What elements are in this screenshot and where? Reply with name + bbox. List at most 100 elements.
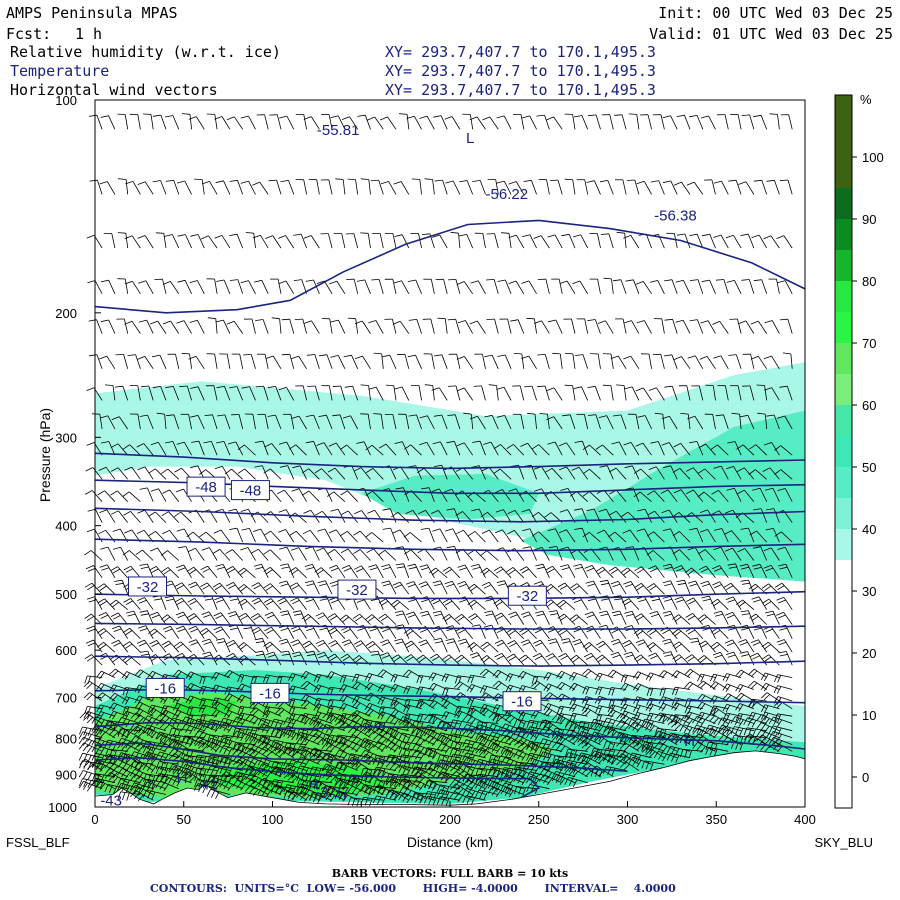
barb-feather: [86, 234, 95, 239]
barb-feather: [211, 709, 217, 717]
barb-feather: [137, 181, 146, 185]
barb-feather: [175, 488, 184, 493]
barb-feather: [174, 467, 182, 473]
wind-barb: [206, 278, 218, 294]
barb-staff: [139, 701, 154, 710]
barb-feather: [385, 384, 394, 386]
barb-feather: [163, 643, 172, 648]
wind-barb: [214, 116, 231, 130]
barb-feather: [214, 725, 221, 733]
barb-feather: [129, 782, 135, 791]
barb-staff: [249, 386, 256, 401]
barb-staff: [225, 771, 243, 784]
barb-feather: [78, 753, 83, 761]
barb-feather: [237, 598, 246, 604]
barb-feather: [199, 531, 207, 538]
barb-feather: [176, 766, 182, 775]
barb-feather: [117, 741, 123, 749]
barb-feather: [148, 628, 155, 635]
init-time: Init: 00 UTC Wed 03 Dec 25: [658, 4, 893, 22]
barb-feather: [111, 625, 120, 630]
barb-feather: [99, 719, 105, 727]
barb-feather: [216, 441, 225, 444]
barb-feather: [201, 705, 207, 714]
barb-staff: [104, 490, 116, 502]
wind-barb: [122, 444, 141, 456]
barb-staff: [117, 443, 129, 456]
barb-feather: [207, 734, 211, 743]
barb-staff: [202, 675, 218, 678]
barb-feather: [211, 697, 216, 706]
barb-staff: [122, 761, 141, 771]
wind-barb: [143, 727, 167, 739]
barb-staff: [111, 233, 116, 249]
barb-feather: [149, 566, 157, 571]
forecast-value: 1 h: [75, 25, 102, 43]
barb-staff: [226, 354, 231, 369]
barb-staff: [207, 565, 218, 579]
barb-staff: [117, 566, 128, 579]
barb-feather: [164, 628, 173, 633]
barb-feather: [185, 682, 192, 690]
barb-feather: [239, 586, 247, 592]
wind-barb: [129, 385, 141, 401]
barb-feather: [110, 490, 118, 496]
wind-barb: [150, 488, 167, 502]
barb-feather: [210, 739, 216, 747]
barb-staff: [85, 712, 103, 724]
barb-feather: [226, 116, 235, 121]
barb-staff: [107, 754, 128, 759]
barb-feather: [176, 643, 184, 649]
barb-staff: [109, 767, 128, 778]
wind-barb: [149, 611, 167, 625]
barb-staff: [197, 320, 205, 334]
wind-barb: [124, 280, 141, 295]
barb-feather: [152, 354, 160, 358]
barb-feather: [210, 743, 217, 751]
barb-feather: [123, 511, 131, 516]
wind-barb: [237, 468, 256, 480]
barb-feather: [121, 730, 127, 737]
wind-barb: [118, 178, 129, 195]
barb-feather: [137, 710, 144, 717]
barb-feather: [181, 771, 188, 778]
barb-feather: [193, 783, 199, 791]
wind-barb: [177, 279, 192, 294]
barb-feather: [206, 776, 212, 784]
barb-staff: [108, 784, 128, 790]
barb-feather: [223, 670, 230, 677]
barb-feather: [172, 768, 179, 775]
barb-feather: [227, 704, 233, 712]
barb-feather: [96, 704, 101, 713]
wind-barb: [152, 354, 167, 369]
barb-staff: [220, 529, 231, 543]
barb-feather: [229, 279, 238, 281]
barb-feather: [86, 387, 95, 391]
barb-staff: [155, 654, 167, 666]
wind-barb: [201, 547, 218, 561]
wind-barb: [200, 582, 218, 595]
barb-staff: [221, 235, 231, 249]
wind-barb: [201, 235, 218, 249]
barb-feather: [161, 567, 169, 573]
barb-staff: [147, 487, 154, 502]
barb-feather: [122, 729, 126, 738]
wind-barb: [161, 511, 180, 523]
barb-staff: [104, 598, 116, 610]
barb-feather: [190, 736, 194, 745]
barb-feather: [172, 765, 178, 773]
barb-staff: [95, 509, 103, 523]
barb-staff: [159, 766, 179, 771]
barb-feather: [176, 564, 184, 569]
wind-barb: [138, 280, 154, 294]
barb-feather: [86, 712, 92, 720]
barb-staff: [144, 639, 154, 653]
barb-feather: [224, 735, 228, 744]
barb-feather: [142, 724, 148, 733]
wind-barb: [228, 508, 244, 523]
wind-barb: [162, 529, 180, 543]
barb-feather: [236, 781, 242, 789]
barb-feather: [86, 694, 93, 701]
barb-feather: [78, 736, 84, 745]
barb-staff: [92, 467, 103, 480]
